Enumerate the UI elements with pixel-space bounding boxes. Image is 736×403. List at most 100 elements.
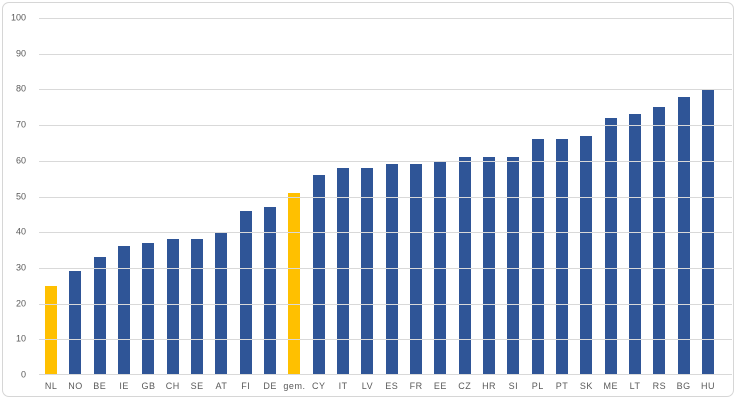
y-axis-tick-label: 80 <box>15 83 26 94</box>
bar-LV <box>361 167 374 375</box>
y-axis-tick-label: 10 <box>15 333 26 344</box>
bars-row: NL NO BE IE GB CH SE AT FI DE gem. CY IT LV ES FR EE CZ HR… <box>39 18 720 391</box>
x-axis-category-label: ES <box>385 381 399 391</box>
bar-slot: AT <box>209 18 233 391</box>
bar-slot: FI <box>234 18 258 391</box>
y-axis-tick-label: 40 <box>15 226 26 237</box>
bar-gem. <box>288 192 301 375</box>
x-axis-category-label: PL <box>531 381 544 391</box>
gridline <box>39 160 732 162</box>
gridline <box>39 196 732 198</box>
bar-LT <box>629 114 642 375</box>
bar-slot: NO <box>63 18 87 391</box>
bar-CY <box>312 175 325 375</box>
bar-CH <box>166 239 179 375</box>
bar-slot: CH <box>161 18 185 391</box>
bar-slot: NL <box>39 18 63 391</box>
x-axis-category-label: SE <box>190 381 204 391</box>
y-axis-tick-label: 0 <box>20 369 26 380</box>
gridline <box>39 125 732 127</box>
x-axis-category-label: HU <box>701 381 716 391</box>
x-axis-category-label: RS <box>652 381 667 391</box>
gridline <box>39 232 732 234</box>
x-axis-category-label: LV <box>361 381 374 391</box>
chart-frame: NL NO BE IE GB CH SE AT FI DE gem. CY IT LV ES FR EE CZ HR… <box>2 2 734 397</box>
bar-slot: ES <box>380 18 404 391</box>
bar-slot: RS <box>647 18 671 391</box>
bar-slot: BE <box>88 18 112 391</box>
gridline <box>39 303 732 305</box>
x-axis-category-label: PT <box>555 381 569 391</box>
bar-SE <box>191 239 204 375</box>
gridline <box>39 89 732 91</box>
bar-SK <box>580 135 593 375</box>
bar-PL <box>531 139 544 375</box>
x-axis-category-label: DE <box>263 381 277 391</box>
y-axis-tick-label: 50 <box>15 191 26 201</box>
bar-slot: gem. <box>282 18 306 391</box>
bar-GB <box>142 242 155 375</box>
bar-AT <box>215 232 228 375</box>
y-axis-tick-label: 70 <box>15 119 26 130</box>
bar-slot: FR <box>404 18 428 391</box>
bar-PT <box>556 139 569 375</box>
bar-ES <box>385 164 398 375</box>
y-axis-tick-label: 30 <box>15 262 26 273</box>
bar-slot: PT <box>550 18 574 391</box>
x-axis-category-label: IE <box>119 381 129 391</box>
bar-slot: BG <box>672 18 696 391</box>
bar-RS <box>653 107 666 375</box>
bar-BE <box>93 257 106 375</box>
bar-slot: CY <box>307 18 331 391</box>
bar-slot: CZ <box>453 18 477 391</box>
x-axis-line <box>39 374 732 375</box>
x-axis-category-label: SK <box>579 381 593 391</box>
x-axis-category-label: NO <box>68 381 83 391</box>
bar-slot: IT <box>331 18 355 391</box>
bar-FR <box>410 164 423 375</box>
gridline <box>39 53 732 55</box>
x-axis-category-label: AT <box>215 381 228 391</box>
bar-SI <box>507 157 520 375</box>
y-axis-tick-label: 90 <box>15 48 26 59</box>
bar-IE <box>118 246 131 375</box>
x-axis-category-label: IT <box>338 381 348 391</box>
bar-HR <box>483 157 496 375</box>
bar-FI <box>239 210 252 375</box>
bar-slot: SI <box>501 18 525 391</box>
gridline <box>39 18 732 19</box>
bar-slot: SK <box>574 18 598 391</box>
bar-BG <box>677 96 690 375</box>
x-axis-category-label: NL <box>44 381 58 391</box>
x-axis-category-label: ME <box>603 381 618 391</box>
x-axis-category-label: CH <box>165 381 180 391</box>
bar-slot: PL <box>526 18 550 391</box>
plot-area: NL NO BE IE GB CH SE AT FI DE gem. CY IT LV ES FR EE CZ HR… <box>11 13 732 391</box>
bar-slot: GB <box>136 18 160 391</box>
bar-slot: HR <box>477 18 501 391</box>
y-axis-tick-label: 20 <box>15 298 26 309</box>
x-axis-category-label: FR <box>409 381 423 391</box>
bar-DE <box>264 207 277 375</box>
x-axis-category-label: BG <box>676 381 691 391</box>
x-axis-category-label: LT <box>629 381 641 391</box>
y-axis-tick-label: 60 <box>15 155 26 166</box>
bar-slot: LT <box>623 18 647 391</box>
x-axis-category-label: HR <box>482 381 497 391</box>
bar-slot: ME <box>599 18 623 391</box>
bar-NO <box>69 271 82 375</box>
x-axis-category-label: SI <box>508 381 519 391</box>
gridline <box>39 339 732 341</box>
bar-CZ <box>458 157 471 375</box>
bar-NL <box>45 285 58 375</box>
x-axis-category-label: BE <box>93 381 107 391</box>
bar-ME <box>604 117 617 375</box>
gridline <box>39 267 732 269</box>
y-axis-tick-label: 100 <box>10 12 26 23</box>
bar-slot: DE <box>258 18 282 391</box>
x-axis-category-label: CZ <box>458 381 472 391</box>
x-axis-category-label: CY <box>312 381 326 391</box>
x-axis-category-label: FI <box>241 381 251 391</box>
x-axis-category-label: GB <box>141 381 156 391</box>
